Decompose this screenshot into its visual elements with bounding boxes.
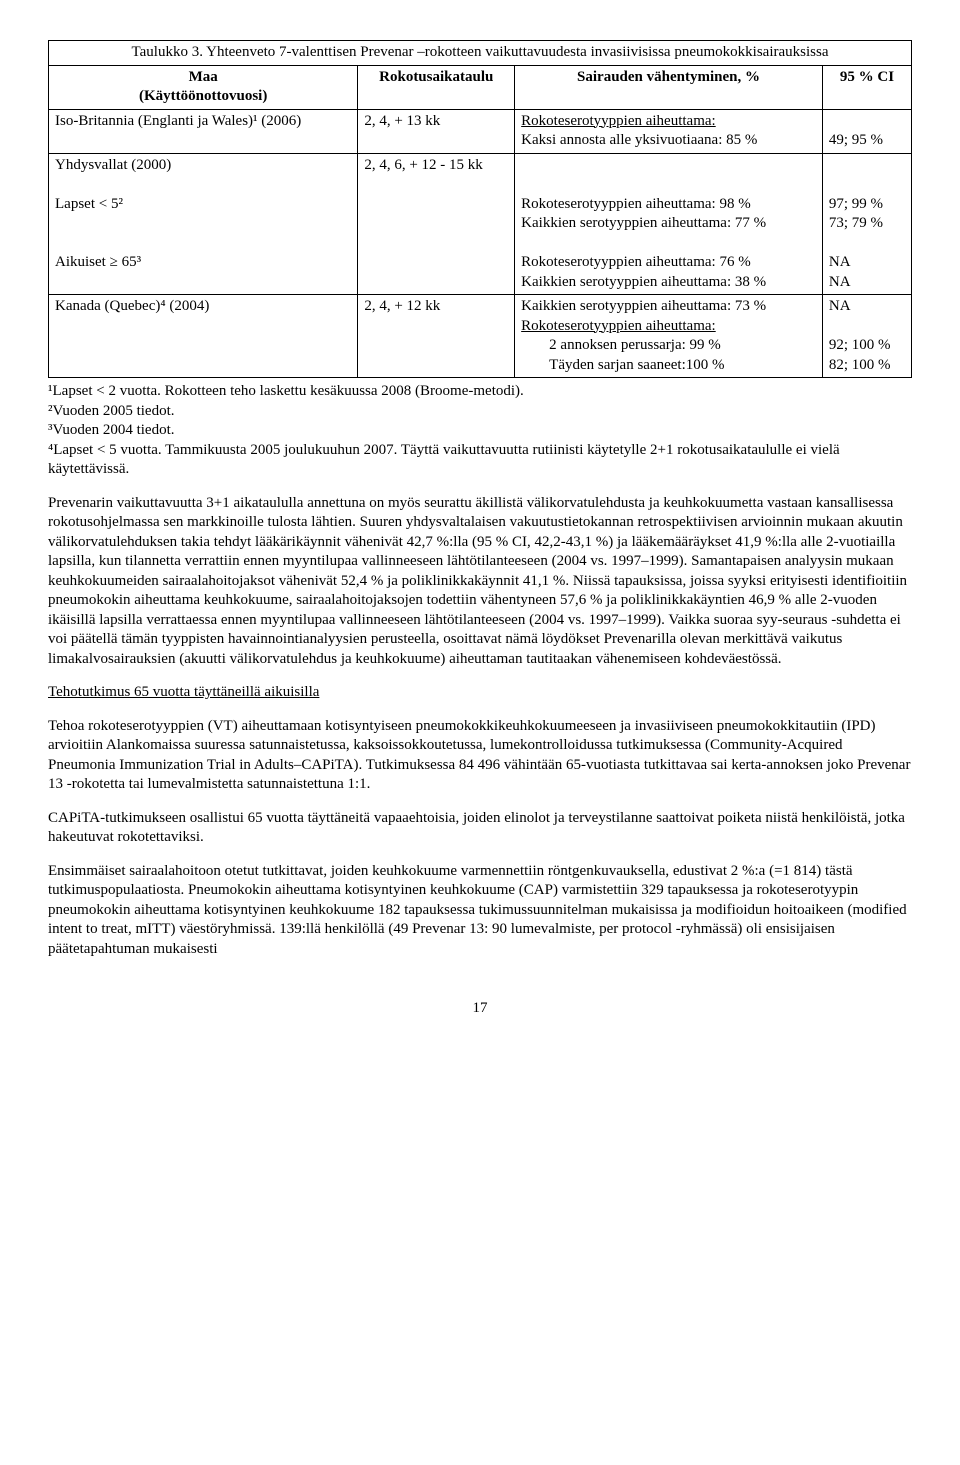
section-heading: Tehotutkimus 65 vuotta täyttäneillä aiku…: [48, 683, 912, 703]
efficacy-table: Taulukko 3. Yhteenveto 7-valenttisen Pre…: [48, 40, 912, 378]
table-row: Iso-Britannia (Englanti ja Wales)¹ (2006…: [49, 109, 912, 153]
col-header-schedule: Rokotusaikataulu: [358, 65, 515, 109]
cell-ci: 49; 95 %: [822, 109, 911, 153]
cell-reduction: Rokoteserotyyppien aiheuttama: 98 % Kaik…: [515, 153, 823, 295]
body-paragraph: Prevenarin vaikuttavuutta 3+1 aikataulul…: [48, 494, 912, 670]
col-header-country: Maa (Käyttöönottovuosi): [49, 65, 358, 109]
cell-ci: 97; 99 % 73; 79 % NA NA: [822, 153, 911, 295]
body-paragraph: Tehoa rokoteserotyyppien (VT) aiheuttama…: [48, 717, 912, 795]
cell-schedule: 2, 4, + 12 kk: [358, 295, 515, 378]
table-row: Yhdysvallat (2000) Lapset < 5² Aikuiset …: [49, 153, 912, 295]
footnote: ²Vuoden 2005 tiedot.: [48, 402, 912, 422]
table-footnotes: ¹Lapset < 2 vuotta. Rokotteen teho laske…: [48, 382, 912, 480]
page-number: 17: [48, 999, 912, 1019]
footnote: ⁴Lapset < 5 vuotta. Tammikuusta 2005 jou…: [48, 441, 912, 480]
cell-reduction: Kaikkien serotyyppien aiheuttama: 73 % R…: [515, 295, 823, 378]
cell-country: Iso-Britannia (Englanti ja Wales)¹ (2006…: [49, 109, 358, 153]
table-row: Kanada (Quebec)⁴ (2004) 2, 4, + 12 kk Ka…: [49, 295, 912, 378]
table-title: Taulukko 3. Yhteenveto 7-valenttisen Pre…: [49, 41, 912, 66]
cell-schedule: 2, 4, 6, + 12 - 15 kk: [358, 153, 515, 295]
cell-country: Kanada (Quebec)⁴ (2004): [49, 295, 358, 378]
cell-schedule: 2, 4, + 13 kk: [358, 109, 515, 153]
body-paragraph: Ensimmäiset sairaalahoitoon otetut tutki…: [48, 862, 912, 960]
cell-country: Yhdysvallat (2000) Lapset < 5² Aikuiset …: [49, 153, 358, 295]
footnote: ¹Lapset < 2 vuotta. Rokotteen teho laske…: [48, 382, 912, 402]
col-header-reduction: Sairauden vähentyminen, %: [515, 65, 823, 109]
cell-reduction: Rokoteserotyyppien aiheuttama: Kaksi ann…: [515, 109, 823, 153]
col-header-ci: 95 % CI: [822, 65, 911, 109]
footnote: ³Vuoden 2004 tiedot.: [48, 421, 912, 441]
body-paragraph: CAPiTA-tutkimukseen osallistui 65 vuotta…: [48, 809, 912, 848]
cell-ci: NA 92; 100 % 82; 100 %: [822, 295, 911, 378]
